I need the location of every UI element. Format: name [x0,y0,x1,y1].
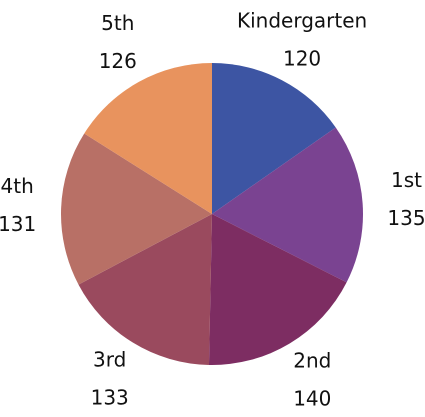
slice-value: 140 [293,387,331,411]
pie-slice [60,133,212,285]
pie-slice [84,63,212,214]
slice-label: 4th [1,174,34,198]
slice-value: 135 [387,206,425,230]
slice-value: 131 [0,212,36,236]
slice-label: 3rd [93,348,126,372]
slice-value: 120 [283,47,321,71]
slice-label: 2nd [293,349,331,373]
slice-value: 126 [99,49,137,73]
slice-label: Kindergarten [237,9,367,33]
slice-label: 5th [101,11,134,35]
pie-slice [208,214,347,365]
slice-value: 133 [91,386,129,410]
pie-slice [78,214,212,365]
slice-label: 1st [391,168,422,192]
pie-slice [212,127,363,283]
pie-slice [212,63,336,214]
